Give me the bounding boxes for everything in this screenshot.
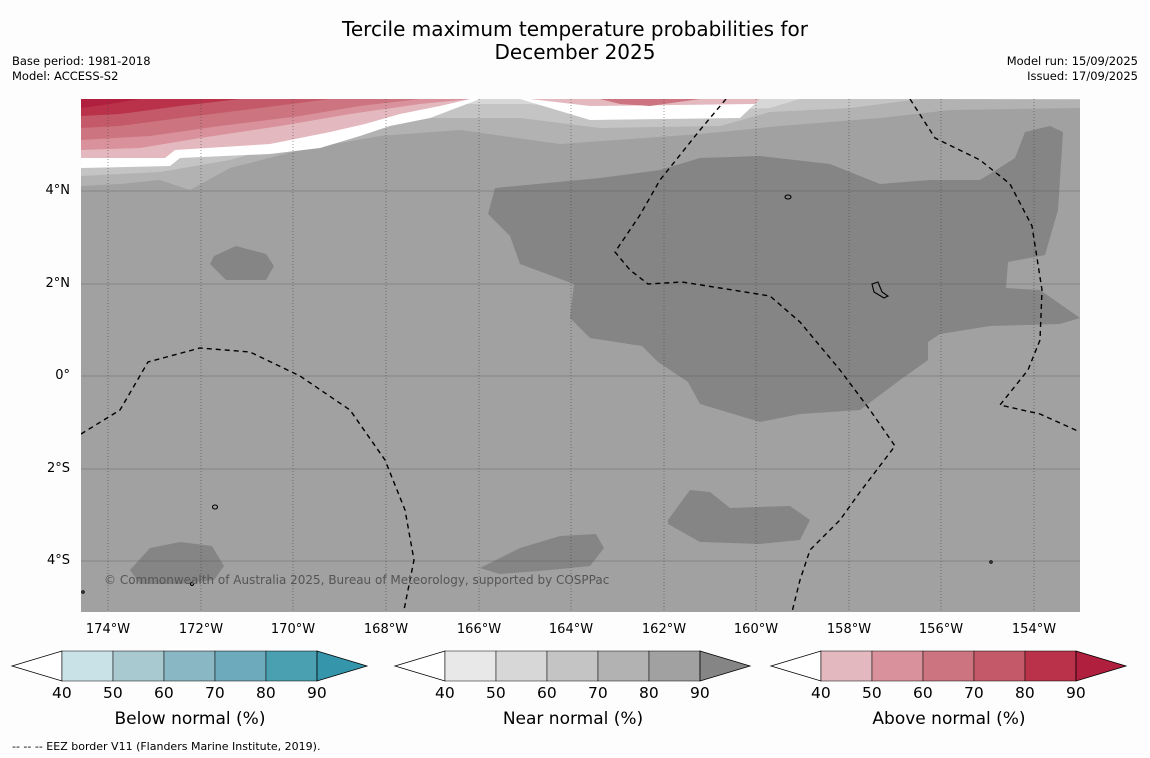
below-normal-label: Below normal (%) — [114, 709, 266, 729]
above-normal-colorbar-extend-low — [769, 650, 822, 682]
copyright-credit: © Commonwealth of Australia 2025, Bureau… — [104, 573, 610, 587]
lon-label-158w: 158°W — [826, 622, 872, 637]
below-normal-colorbar-extend-high — [316, 650, 369, 682]
above-normal-90-region — [81, 99, 140, 108]
above-normal-colorbar-segment-2 — [871, 650, 924, 682]
near-normal-90-patch-north — [210, 246, 274, 280]
above-normal-colorbar-extend-high — [1075, 650, 1128, 682]
near-normal-colorbar-segment-2 — [495, 650, 548, 682]
below-normal-colorbar-segment-3 — [163, 650, 216, 682]
cb3-tick-90: 90 — [1066, 684, 1086, 702]
above-normal-colorbar-segment-4 — [973, 650, 1026, 682]
cb1-tick-70: 70 — [205, 684, 225, 702]
colorbar-ticks: 40 50 60 70 80 90 40 50 60 70 80 90 40 5… — [0, 684, 1150, 706]
lat-label-4s: 4°S — [46, 553, 70, 568]
lat-label-2n: 2°N — [45, 276, 71, 291]
near-normal-colorbar-extend-high — [699, 650, 752, 682]
near-normal-colorbar-segment-4 — [597, 650, 650, 682]
cb1-tick-90: 90 — [307, 684, 327, 702]
title-line-2: December 2025 — [494, 40, 656, 64]
cb1-tick-50: 50 — [103, 684, 123, 702]
near-normal-90-patch-southeast — [668, 490, 810, 544]
cb3-tick-40: 40 — [811, 684, 831, 702]
lat-label-2s: 2°S — [46, 461, 70, 476]
below-normal-colorbar-segment-1 — [61, 650, 114, 682]
near-normal-colorbar-segment-3 — [546, 650, 599, 682]
cb1-tick-40: 40 — [52, 684, 72, 702]
lon-label-166w: 166°W — [456, 622, 502, 637]
cb2-tick-80: 80 — [639, 684, 659, 702]
near-normal-90-patch-south — [480, 534, 604, 574]
base-period: Base period: 1981-2018 — [12, 54, 151, 68]
cb2-tick-60: 60 — [537, 684, 557, 702]
island-outlines — [81, 194, 993, 594]
above-normal-colorbar-segment-5 — [1024, 650, 1077, 682]
issued-date: Issued: 17/09/2025 — [1027, 69, 1138, 83]
map-title: Tercile maximum temperature probabilitie… — [0, 18, 1150, 64]
meta-left: Base period: 1981-2018 Model: ACCESS-S2 — [12, 54, 151, 84]
near-normal-colorbar-extend-low — [393, 650, 446, 682]
above-normal-60-70-east — [600, 99, 700, 106]
below-normal-colorbar-segment-2 — [112, 650, 165, 682]
title-line-1: Tercile maximum temperature probabilitie… — [342, 17, 808, 41]
below-normal-colorbar-extend-low — [10, 650, 63, 682]
lon-label-154w: 154°W — [1011, 622, 1057, 637]
cb3-tick-60: 60 — [913, 684, 933, 702]
near-normal-colorbar-segment-5 — [648, 650, 701, 682]
cb2-tick-90: 90 — [690, 684, 710, 702]
eez-footnote: -- -- -- EEZ border V11 (Flanders Marine… — [12, 740, 321, 753]
lon-label-162w: 162°W — [641, 622, 687, 637]
cb3-tick-80: 80 — [1015, 684, 1035, 702]
below-normal-colorbar-segment-4 — [214, 650, 267, 682]
cb1-tick-80: 80 — [256, 684, 276, 702]
above-normal-colorbar-segment-3 — [922, 650, 975, 682]
lat-label-4n: 4°N — [45, 183, 71, 198]
lon-label-156w: 156°W — [918, 622, 964, 637]
latitude-gridlines — [81, 190, 1080, 562]
lon-label-164w: 164°W — [548, 622, 594, 637]
lat-label-0: 0° — [55, 368, 70, 383]
cb2-tick-50: 50 — [486, 684, 506, 702]
lon-label-160w: 160°W — [733, 622, 779, 637]
above-normal-colorbar-segment-1 — [820, 650, 873, 682]
model-name: Model: ACCESS-S2 — [12, 69, 119, 83]
cb3-tick-70: 70 — [964, 684, 984, 702]
above-normal-80-90-region — [81, 99, 240, 116]
model-run: Model run: 15/09/2025 — [1006, 54, 1138, 68]
near-normal-90-patch-southwest — [130, 542, 224, 584]
cb3-tick-50: 50 — [862, 684, 882, 702]
near-normal-90-central-region — [488, 126, 1080, 422]
cb2-tick-40: 40 — [435, 684, 455, 702]
map-area — [81, 99, 1080, 612]
lon-label-170w: 170°W — [270, 622, 316, 637]
lon-label-174w: 174°W — [85, 622, 131, 637]
near-normal-label: Near normal (%) — [502, 709, 644, 729]
lon-label-172w: 172°W — [178, 622, 224, 637]
above-normal-label: Above normal (%) — [872, 709, 1026, 729]
near-normal-colorbar-segment-1 — [444, 650, 497, 682]
meta-right: Model run: 15/09/2025 Issued: 17/09/2025 — [1007, 54, 1138, 84]
colorbars-svg — [10, 650, 1128, 682]
below-normal-colorbar-segment-5 — [265, 650, 318, 682]
lon-label-168w: 168°W — [363, 622, 409, 637]
eez-borders — [81, 99, 1080, 612]
cb2-tick-70: 70 — [588, 684, 608, 702]
cb1-tick-60: 60 — [154, 684, 174, 702]
